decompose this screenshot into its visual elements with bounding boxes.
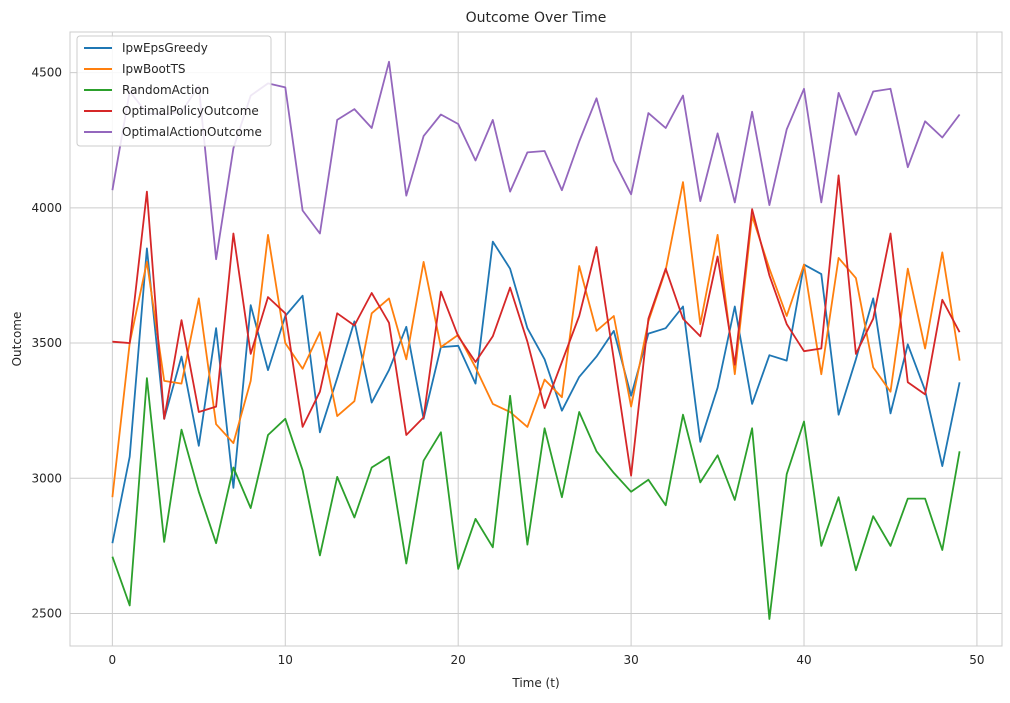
legend-label-random-action: RandomAction [122,83,209,97]
legend-label-ipw-eps-greedy: IpwEpsGreedy [122,41,208,55]
legend-label-optimal-action-outcome: OptimalActionOutcome [122,125,262,139]
x-axis-label: Time (t) [511,676,559,690]
y-tick-label: 2500 [31,607,62,621]
legend: IpwEpsGreedy IpwBootTS RandomAction Optimal… [76,35,272,147]
x-tick-label: 0 [109,653,117,667]
x-tick-label: 50 [969,653,984,667]
series-line-ipw-eps-greedy [111,240,961,544]
legend-label-optimal-policy-outcome: OptimalPolicyOutcome [122,104,259,118]
y-tick-label: 3500 [31,336,62,350]
x-tick-label: 30 [623,653,638,667]
chart-title: Outcome Over Time [466,10,607,26]
y-tick-label: 4500 [31,66,62,80]
x-tick-label: 20 [451,653,466,667]
y-axis-label: Outcome [10,312,24,367]
x-tick-label: 10 [278,653,293,667]
legend-label-ipw-boot-ts: IpwBootTS [122,62,186,76]
y-tick-label: 3000 [31,471,62,485]
series-line-optimal-policy-outcome [112,174,961,477]
tick-labels: 0 10 20 30 40 50 2500 3000 3500 4000 4500 [31,66,984,667]
series-line-random-action [111,377,961,620]
series-line-ipw-boot-ts [111,181,961,498]
y-tick-label: 4000 [31,201,62,215]
legend-box [76,35,272,147]
x-tick-label: 40 [796,653,811,667]
